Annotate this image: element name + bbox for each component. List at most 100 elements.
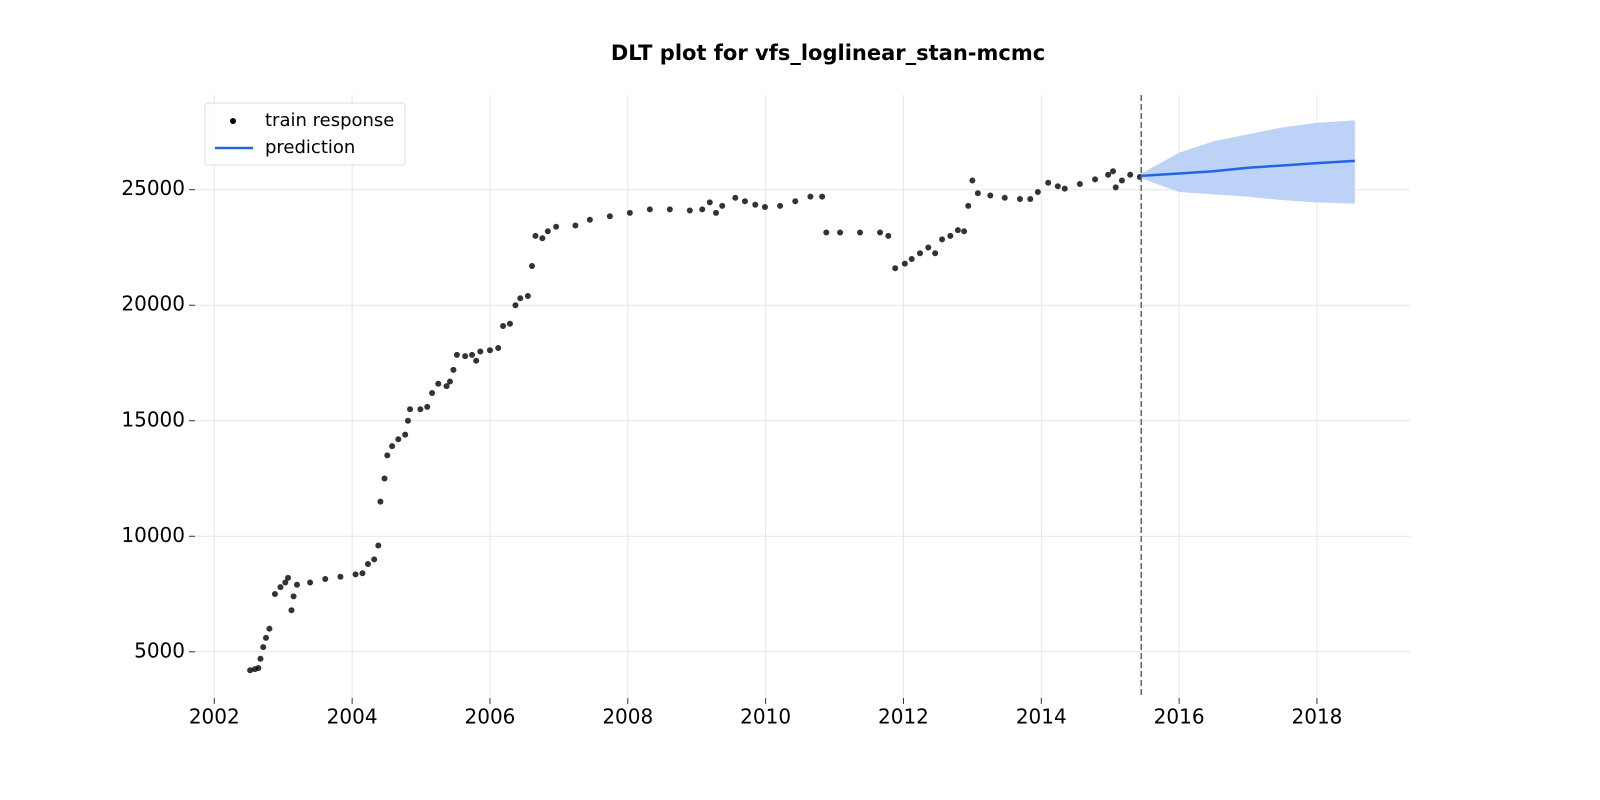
train-point	[1109, 168, 1116, 175]
train-point	[529, 262, 536, 269]
train-point	[908, 256, 915, 263]
train-point	[247, 667, 254, 674]
train-point	[450, 366, 457, 373]
train-point	[352, 571, 359, 578]
train-point	[1054, 183, 1061, 190]
train-point	[1027, 195, 1034, 202]
train-point	[1045, 179, 1052, 186]
x-tick-label: 2018	[1292, 705, 1343, 729]
train-point	[792, 198, 799, 205]
train-point	[713, 209, 720, 216]
train-point	[477, 348, 484, 355]
x-tick-label: 2006	[465, 705, 516, 729]
x-tick-label: 2012	[878, 705, 929, 729]
train-point	[719, 202, 726, 209]
train-point	[404, 417, 411, 424]
y-tick-label: 10000	[121, 523, 185, 547]
train-point	[819, 193, 826, 200]
train-point	[969, 177, 976, 184]
x-tick-label: 2016	[1154, 705, 1205, 729]
train-point	[925, 244, 932, 251]
chart-title: DLT plot for vfs_loglinear_stan-mcmc	[611, 41, 1045, 65]
train-point	[586, 216, 593, 223]
train-point	[777, 202, 784, 209]
train-point	[407, 406, 414, 413]
train-point	[1076, 180, 1083, 187]
train-point	[807, 193, 814, 200]
train-point	[857, 229, 864, 236]
train-point	[337, 573, 344, 580]
train-point	[375, 542, 382, 549]
legend-label: train response	[265, 110, 394, 131]
y-tick-label: 25000	[121, 176, 185, 200]
legend-marker	[230, 118, 236, 124]
train-point	[371, 556, 378, 563]
train-point	[626, 209, 633, 216]
train-point	[384, 452, 391, 459]
train-point	[932, 250, 939, 257]
train-point	[395, 436, 402, 443]
train-point	[741, 198, 748, 205]
train-point	[290, 593, 297, 600]
train-point	[961, 228, 968, 235]
train-point	[1001, 194, 1008, 201]
train-point	[381, 475, 388, 482]
train-point	[293, 581, 300, 588]
train-point	[462, 353, 469, 360]
train-point	[544, 228, 551, 235]
train-point	[288, 607, 295, 614]
train-point	[517, 295, 524, 302]
x-tick-label: 2010	[740, 705, 791, 729]
train-point	[732, 194, 739, 201]
train-point	[761, 204, 768, 211]
train-point	[364, 561, 371, 567]
train-point	[512, 302, 519, 309]
train-point	[646, 206, 653, 213]
train-point	[823, 229, 830, 236]
train-point	[699, 206, 706, 213]
train-point	[1061, 185, 1068, 192]
train-point	[322, 576, 329, 583]
train-point	[255, 664, 262, 671]
train-point	[666, 206, 673, 213]
y-tick-label: 20000	[121, 292, 185, 316]
train-point	[453, 351, 460, 358]
train-point	[506, 320, 513, 327]
train-point	[885, 232, 892, 239]
train-point	[539, 235, 546, 242]
train-point	[469, 351, 476, 358]
train-point	[606, 213, 613, 220]
train-point	[553, 223, 560, 230]
train-point	[974, 190, 981, 197]
train-point	[285, 574, 292, 581]
train-point	[446, 378, 453, 385]
train-point	[500, 323, 507, 330]
train-point	[706, 199, 713, 206]
train-point	[435, 380, 442, 387]
train-point	[1112, 184, 1119, 191]
train-point	[954, 227, 961, 234]
train-point	[686, 207, 693, 214]
train-point	[901, 260, 908, 267]
x-tick-label: 2004	[327, 705, 378, 729]
train-point	[282, 579, 289, 586]
train-point	[987, 192, 994, 199]
train-point	[837, 229, 844, 236]
train-point	[1105, 171, 1112, 178]
train-point	[271, 591, 278, 598]
train-point	[572, 222, 579, 229]
train-point	[359, 570, 366, 577]
y-tick-label: 5000	[134, 638, 185, 662]
train-point	[1034, 189, 1041, 196]
x-tick-label: 2014	[1016, 705, 1067, 729]
legend-box	[204, 102, 406, 166]
train-point	[877, 229, 884, 236]
train-point	[1092, 176, 1099, 183]
train-point	[473, 357, 480, 364]
train-point	[424, 403, 431, 410]
train-point	[1118, 177, 1125, 184]
train-point	[917, 250, 924, 257]
prediction-line	[1141, 159, 1355, 178]
train-point	[402, 431, 409, 438]
